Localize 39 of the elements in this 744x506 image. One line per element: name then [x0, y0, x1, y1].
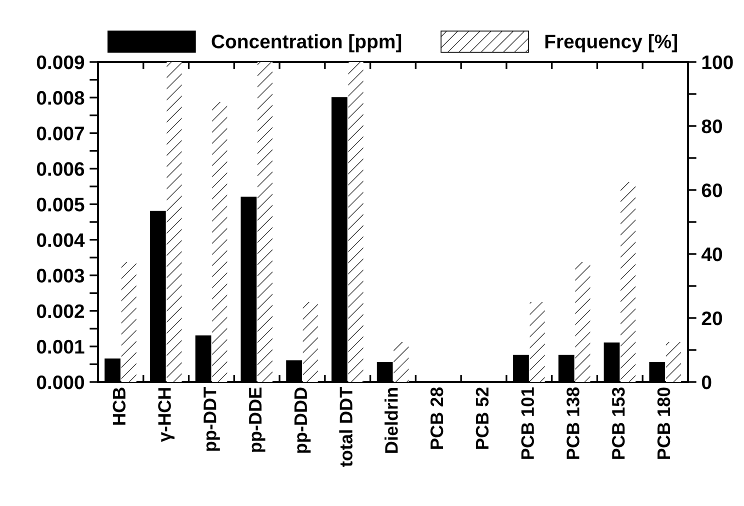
y-tick-label: 0.000: [36, 375, 84, 390]
y2-tick-label: 60: [702, 183, 722, 198]
y-tick-label: 0.004: [36, 233, 85, 248]
bar: [302, 302, 318, 382]
x-tick-label: pp-DDE: [249, 388, 266, 452]
y-tick-label: 0.003: [36, 268, 84, 283]
x-tick-label: PCB 153: [612, 388, 625, 459]
x-tick-label: pp-DDD: [294, 388, 311, 453]
bar: [575, 262, 590, 382]
x-tick-label: PCB 180: [657, 388, 670, 459]
y2-tick-label: 0: [702, 375, 712, 390]
x-tick-label: PCB 138: [566, 387, 580, 459]
y-tick-label: 0.009: [36, 55, 84, 70]
bar: [666, 342, 681, 382]
y-tick-label: 0.005: [36, 198, 84, 212]
x-tick-label: Dieldrin: [384, 388, 398, 453]
x-tick-label: PCB 52: [476, 388, 489, 449]
bar: [530, 302, 545, 382]
x-tick-label: HCB: [112, 388, 126, 425]
y2-tick-label: 100: [702, 55, 733, 70]
bar: [212, 102, 228, 382]
legend-label: Frequency [%]: [545, 34, 677, 52]
y-tick-label: 0.007: [36, 126, 84, 140]
y-tick-label: 0.006: [36, 162, 84, 176]
y-tick-label: 0.002: [36, 304, 84, 318]
x-tick-label: PCB 101: [521, 387, 534, 459]
y2-tick-label: 40: [701, 247, 722, 262]
bar: [620, 182, 636, 382]
y2-tick-label: 80: [702, 119, 722, 134]
y2-tick-label: 20: [702, 311, 722, 326]
x-tick-label: pp-DDT: [204, 387, 220, 451]
y-tick-label: 0.008: [36, 91, 84, 105]
bar: [394, 342, 409, 382]
legend-label: Concentration [ppm]: [212, 34, 402, 52]
x-tick-label: PCB 28: [430, 387, 444, 449]
bar: [121, 262, 136, 382]
x-tick-label: γ-HCH: [158, 388, 174, 442]
x-tick-label: total DDT: [339, 387, 352, 467]
y-tick-label: 0.001: [36, 340, 84, 354]
